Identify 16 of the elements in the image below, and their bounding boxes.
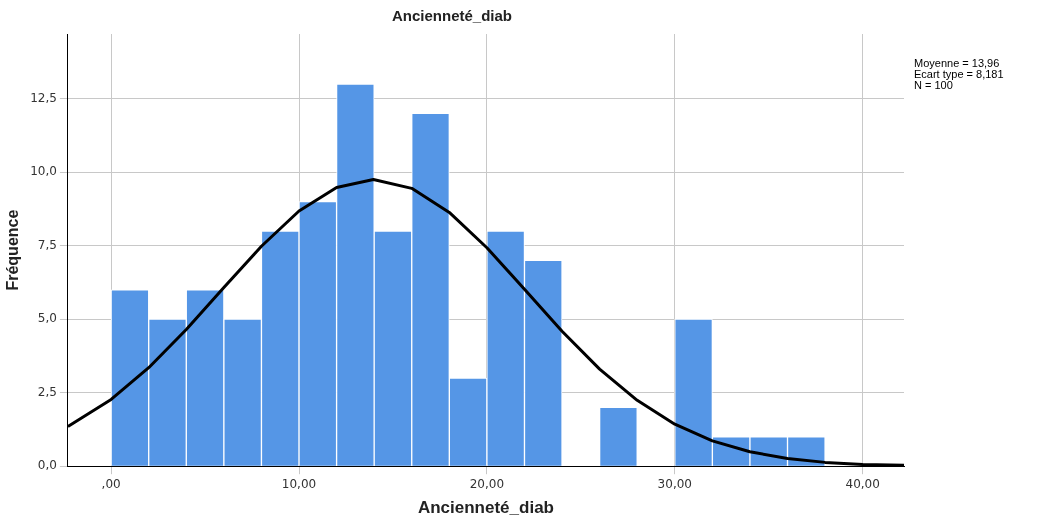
x-tick-label: 20,00	[469, 476, 505, 491]
y-tick-label: 7,5	[37, 237, 57, 252]
y-tick-label: 10,0	[30, 164, 57, 179]
text: N = 100	[914, 78, 953, 91]
y-axis-title: Fréquence	[4, 209, 22, 291]
chart-title: Ancienneté_diab	[391, 7, 513, 25]
y-tick-label: 5,0	[37, 311, 57, 326]
y-tick-label: 2,5	[37, 384, 57, 399]
x-tick-label: 40,00	[845, 476, 880, 491]
x-tick-label: 30,00	[657, 476, 692, 491]
text: Moyenne = 13,96	[914, 56, 1000, 69]
x-axis-title: Ancienneté_diab	[417, 498, 554, 518]
y-tick-label: 12,5	[30, 90, 57, 105]
y-tick-label: 0,0	[37, 458, 57, 473]
x-tick-label: ,00	[101, 476, 121, 491]
x-tick-label: 10,00	[281, 476, 317, 491]
